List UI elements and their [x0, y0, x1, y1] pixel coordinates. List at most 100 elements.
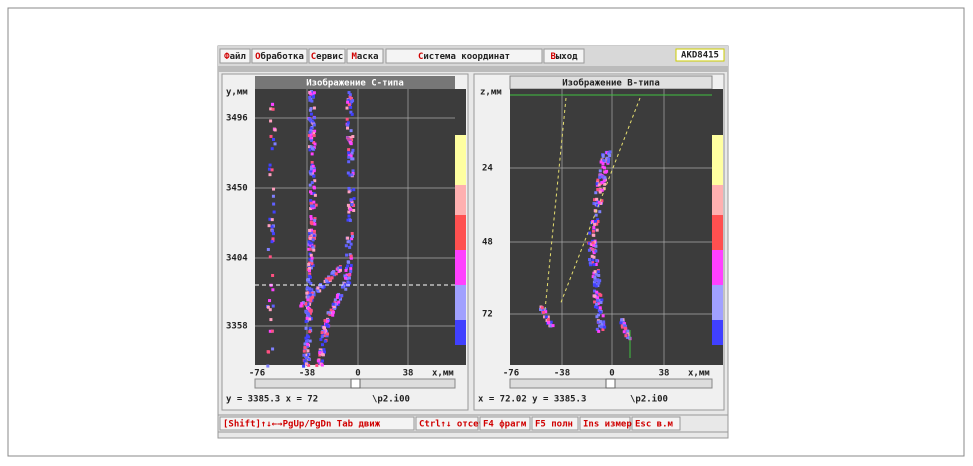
palette-segment [455, 345, 466, 365]
echo-pixel [620, 318, 623, 321]
y-tick-label: 3358 [226, 322, 248, 332]
hotkey[interactable]: F5 полн [535, 420, 573, 430]
echo-pixel [595, 214, 598, 217]
echo-pixel [331, 314, 334, 317]
hotkey[interactable]: Ctrl↑↓ отсеч [419, 420, 484, 430]
hotkey[interactable]: [Shift]↑↓←→PgUp/PgDn Tab движ [223, 419, 381, 430]
echo-pixel [550, 321, 553, 324]
echo-pixel [352, 209, 355, 212]
menu-item[interactable]: Маска [351, 52, 378, 62]
echo-pixel [309, 172, 312, 175]
echo-pixel [312, 186, 315, 189]
echo-pixel [346, 264, 349, 267]
echo-pixel [541, 306, 544, 309]
echo-pixel [332, 303, 335, 306]
menu-item[interactable]: Система координат [418, 52, 510, 62]
echo-pixel [588, 249, 591, 252]
echo-pixel [601, 181, 604, 184]
echo-pixel [328, 278, 331, 281]
echo-pixel [312, 201, 315, 204]
echo-pixel [274, 128, 277, 131]
menu-item[interactable]: Выход [550, 52, 578, 62]
palette-segment [712, 215, 723, 250]
palette-segment [455, 215, 466, 250]
echo-pixel [599, 301, 602, 304]
echo-pixel [348, 274, 351, 277]
echo-pixel [595, 315, 598, 318]
echo-pixel [271, 330, 274, 333]
echo-pixel [308, 269, 311, 272]
echo-pixel [321, 364, 324, 367]
echo-pixel [321, 331, 324, 334]
menu-item[interactable]: Сервис [311, 52, 344, 62]
echo-pixel [269, 164, 272, 167]
echo-pixel [596, 306, 599, 309]
echo-pixel [596, 179, 599, 182]
echo-pixel [624, 334, 627, 337]
echo-pixel [336, 294, 339, 297]
echo-pixel [317, 359, 320, 362]
echo-pixel [608, 150, 611, 153]
echo-pixel [326, 332, 329, 335]
hotkey[interactable]: Esc в.м [635, 420, 674, 430]
echo-pixel [314, 194, 317, 197]
echo-pixel [309, 299, 312, 302]
echo-pixel [310, 93, 313, 96]
echo-pixel [595, 198, 598, 201]
echo-pixel [272, 108, 275, 111]
echo-pixel [310, 167, 313, 170]
echo-pixel [542, 311, 545, 314]
echo-pixel [321, 359, 324, 362]
screen: Изображение С-типа y,мм 3496 3450 3404 3… [0, 0, 973, 466]
menu-item[interactable]: Обработка [255, 51, 304, 62]
echo-pixel [349, 267, 352, 270]
echo-pixel [272, 203, 275, 206]
panel-title: Изображение С-типа [306, 78, 404, 89]
palette-segment [712, 185, 723, 215]
ruler-strip [218, 66, 728, 72]
b-scan-area [510, 89, 712, 365]
echo-pixel [596, 188, 599, 191]
echo-pixel [310, 297, 313, 300]
echo-pixel [603, 326, 606, 329]
echo-pixel [313, 107, 316, 110]
hotkey[interactable]: Ins измер [583, 420, 632, 430]
echo-pixel [310, 205, 313, 208]
echo-pixel [305, 320, 308, 323]
echo-pixel [271, 347, 274, 350]
echo-pixel [335, 272, 338, 275]
echo-pixel [350, 264, 353, 267]
echo-pixel [347, 156, 350, 159]
echo-pixel [313, 134, 316, 137]
echo-pixel [344, 269, 347, 272]
echo-pixel [332, 311, 335, 314]
echo-pixel [347, 240, 350, 243]
echo-pixel [349, 198, 352, 201]
echo-pixel [312, 238, 315, 241]
echo-pixel [308, 317, 311, 320]
scroll-thumb[interactable] [351, 379, 360, 388]
echo-pixel [349, 106, 352, 109]
echo-pixel [267, 351, 270, 354]
echo-pixel [310, 113, 313, 116]
echo-pixel [313, 123, 316, 126]
echo-pixel [623, 330, 626, 333]
palette-segment [712, 345, 723, 365]
x-tick-label: -76 [249, 369, 265, 379]
echo-pixel [308, 96, 311, 99]
echo-pixel [599, 320, 602, 323]
menu-item[interactable]: Файл [224, 52, 246, 62]
scroll-thumb[interactable] [606, 379, 615, 388]
echo-pixel [313, 143, 316, 146]
echo-pixel [308, 131, 311, 134]
echo-pixel [316, 286, 319, 289]
y-tick-label: 72 [482, 310, 493, 320]
echo-pixel [310, 309, 313, 312]
hotkey[interactable]: F4 фрагм [483, 420, 527, 430]
echo-pixel [603, 166, 606, 169]
echo-pixel [309, 199, 312, 202]
echo-pixel [602, 154, 605, 157]
echo-pixel [313, 230, 316, 233]
y-tick-label: 48 [482, 238, 493, 248]
echo-pixel [271, 288, 274, 291]
